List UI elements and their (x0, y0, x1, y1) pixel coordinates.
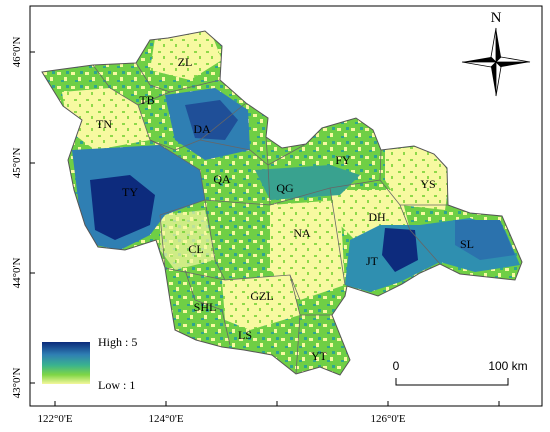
region-labels: ZL TB TN DA TY QA QG FY YS DH NA JT SL C… (96, 55, 474, 363)
region-label-qg: QG (276, 181, 294, 195)
zone-qg-high (255, 165, 360, 200)
zone-ty-core (90, 175, 155, 240)
region-label-gzl: GZL (250, 289, 273, 303)
zone-jt-core (382, 228, 418, 272)
legend-color-ramp (42, 342, 90, 384)
region-label-ls: LS (238, 328, 252, 342)
legend: High : 5 Low : 1 (42, 335, 137, 392)
zone-cl-low (160, 210, 215, 270)
region-label-fy: FY (335, 153, 351, 167)
zone-tn-low (62, 88, 150, 150)
region-label-zl: ZL (178, 55, 193, 69)
latitude-axis: 46°0'N 45°0'N 44°0'N 43°0'N (11, 37, 35, 399)
region-label-qa: QA (213, 172, 231, 186)
region-label-tn: TN (96, 117, 112, 131)
north-label: N (491, 10, 502, 26)
lat-tick-label: 43°0'N (11, 368, 23, 399)
zone-gzl-low (222, 275, 300, 330)
scale-bar: 0 100 km (393, 359, 528, 386)
region-label-ty: TY (122, 185, 138, 199)
region-label-na: NA (293, 226, 311, 240)
zone-zl-low (150, 31, 222, 80)
lat-tick-label: 44°0'N (11, 258, 23, 289)
lat-tick-label: 46°0'N (11, 37, 23, 68)
north-arrow: N (461, 10, 531, 97)
region-label-shl: SHL (194, 300, 217, 314)
study-area-outline (41, 30, 523, 376)
lon-tick-label: 122°0'E (37, 413, 72, 425)
region-label-cl: CL (188, 242, 203, 256)
region-label-dh: DH (368, 210, 386, 224)
county-boundaries (92, 62, 448, 375)
scale-start-label: 0 (393, 359, 400, 373)
region-label-ys: YS (420, 177, 435, 191)
legend-high-label: High : 5 (98, 335, 137, 349)
zone-sl-high (455, 220, 515, 260)
region-label-tb: TB (139, 93, 154, 107)
region-label-jt: JT (366, 254, 379, 268)
region-label-yt: YT (311, 349, 328, 363)
legend-low-label: Low : 1 (98, 378, 135, 392)
zone-da-core (185, 100, 238, 140)
zone-ys-low (385, 145, 450, 210)
region-label-sl: SL (460, 237, 474, 251)
lon-tick-label: 126°0'E (370, 413, 405, 425)
longitude-axis: 122°0'E 124°0'E 126°0'E (37, 401, 500, 425)
region-label-da: DA (193, 122, 211, 136)
scale-end-label: 100 km (488, 359, 527, 373)
lat-tick-label: 45°0'N (11, 148, 23, 179)
lon-tick-label: 124°0'E (148, 413, 183, 425)
